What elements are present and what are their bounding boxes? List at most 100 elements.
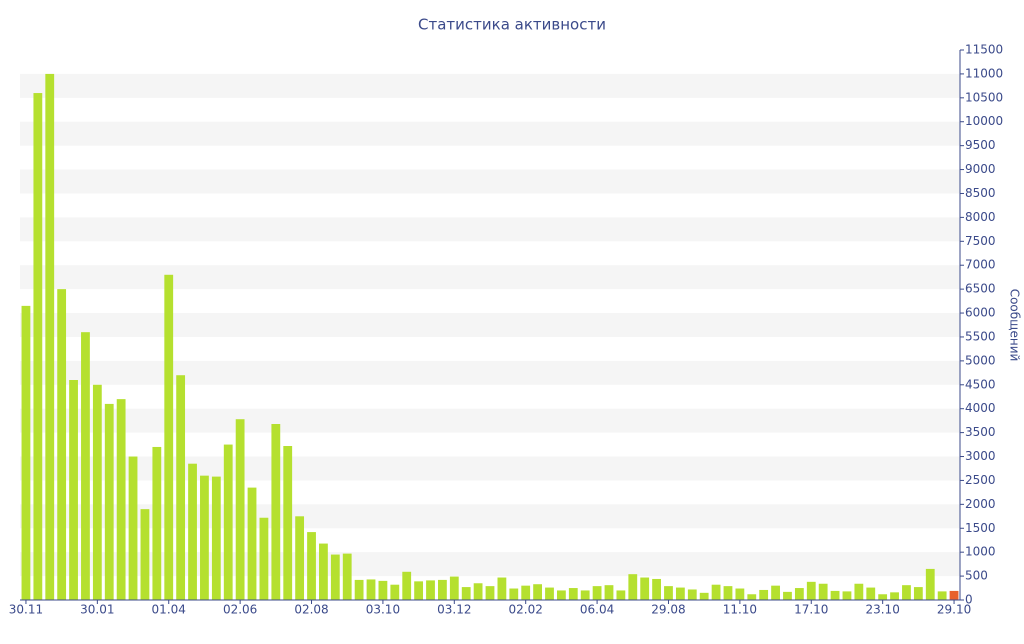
bar bbox=[473, 583, 483, 600]
y-tick-label: 7500 bbox=[965, 234, 996, 248]
x-tick-label: 17.10 bbox=[794, 603, 828, 617]
bar bbox=[426, 580, 435, 600]
bar bbox=[235, 419, 245, 600]
bar bbox=[937, 591, 947, 600]
grid-band bbox=[20, 169, 960, 194]
x-tick-label: 11.10 bbox=[723, 603, 757, 617]
y-tick-label: 8000 bbox=[965, 210, 996, 224]
bar bbox=[92, 384, 102, 600]
bar bbox=[152, 446, 162, 600]
x-tick-label: 03.10 bbox=[366, 603, 400, 617]
bar bbox=[640, 577, 650, 600]
y-tick-label: 10500 bbox=[965, 90, 1003, 104]
y-tick-label: 9500 bbox=[965, 138, 996, 152]
bar bbox=[533, 584, 542, 600]
y-tick-label: 7000 bbox=[965, 258, 996, 272]
x-tick-label: 29.08 bbox=[651, 603, 685, 617]
bar bbox=[628, 574, 638, 600]
bar bbox=[806, 581, 816, 600]
bar bbox=[949, 590, 959, 600]
x-tick-label: 06.04 bbox=[580, 603, 614, 617]
bar bbox=[604, 585, 614, 600]
bar bbox=[319, 543, 328, 600]
x-tick-label: 01.04 bbox=[152, 603, 186, 617]
bar bbox=[509, 588, 519, 600]
y-tick-label: 6500 bbox=[965, 282, 996, 296]
grid-band bbox=[20, 121, 960, 146]
bar bbox=[842, 591, 852, 600]
y-axis-label: Сообщений bbox=[1008, 289, 1022, 362]
y-tick-label: 500 bbox=[965, 569, 988, 583]
bar bbox=[747, 594, 757, 600]
bar bbox=[735, 588, 745, 600]
bar bbox=[866, 587, 876, 600]
y-tick-label: 4500 bbox=[965, 377, 996, 391]
grid-band bbox=[20, 360, 960, 385]
bar bbox=[794, 588, 804, 600]
bar bbox=[57, 289, 67, 600]
x-tick-label: 02.02 bbox=[509, 603, 543, 617]
bar bbox=[164, 274, 174, 600]
x-tick-label: 02.08 bbox=[294, 603, 328, 617]
bar bbox=[913, 587, 923, 600]
y-tick-label: 5000 bbox=[965, 353, 996, 367]
bar bbox=[200, 475, 209, 600]
bar bbox=[378, 580, 388, 600]
bar bbox=[116, 399, 126, 600]
grid-band bbox=[20, 456, 960, 481]
bar bbox=[438, 579, 447, 600]
bar bbox=[664, 586, 673, 600]
bar bbox=[890, 592, 899, 600]
bar bbox=[616, 590, 626, 600]
y-tick-label: 0 bbox=[965, 593, 973, 607]
bar bbox=[307, 532, 316, 600]
bar bbox=[223, 444, 233, 600]
bar bbox=[556, 590, 566, 600]
bar bbox=[711, 584, 721, 600]
bar bbox=[402, 571, 412, 600]
bar bbox=[330, 554, 340, 600]
chart-title: Статистика активности bbox=[418, 16, 606, 34]
y-tick-label: 9000 bbox=[965, 162, 996, 176]
y-tick-label: 2000 bbox=[965, 497, 996, 511]
y-tick-label: 1500 bbox=[965, 521, 996, 535]
x-tick-label: 23.10 bbox=[865, 603, 899, 617]
bar bbox=[652, 578, 661, 600]
grid-band bbox=[20, 313, 960, 337]
bar bbox=[497, 577, 507, 600]
bar bbox=[925, 568, 935, 600]
bar bbox=[592, 586, 602, 600]
bar bbox=[342, 553, 352, 600]
y-tick-label: 4000 bbox=[965, 401, 996, 415]
bar bbox=[485, 586, 495, 600]
bar bbox=[81, 332, 90, 600]
bar bbox=[283, 446, 293, 600]
bar bbox=[783, 591, 792, 600]
y-tick-label: 3500 bbox=[965, 425, 996, 439]
y-tick-label: 6000 bbox=[965, 306, 996, 320]
bar bbox=[271, 424, 281, 600]
grid-band bbox=[20, 265, 960, 290]
y-tick-label: 1000 bbox=[965, 545, 996, 559]
bar bbox=[818, 583, 828, 600]
y-tick-label: 3000 bbox=[965, 449, 996, 463]
y-tick-label: 10000 bbox=[965, 114, 1003, 128]
bar bbox=[295, 516, 305, 600]
y-tick-label: 11000 bbox=[965, 66, 1003, 80]
grid-band bbox=[20, 217, 960, 242]
bar bbox=[521, 585, 531, 600]
x-tick-label: 02.06 bbox=[223, 603, 257, 617]
bar bbox=[902, 585, 911, 600]
bar bbox=[188, 463, 197, 600]
bar bbox=[259, 517, 269, 600]
bar bbox=[580, 590, 590, 600]
bar bbox=[104, 403, 114, 600]
bar bbox=[128, 456, 138, 600]
bar bbox=[759, 589, 769, 600]
bar bbox=[545, 587, 554, 600]
bar bbox=[771, 585, 780, 600]
bar bbox=[69, 380, 78, 600]
x-tick-label: 30.01 bbox=[80, 603, 114, 617]
bar bbox=[830, 590, 840, 600]
